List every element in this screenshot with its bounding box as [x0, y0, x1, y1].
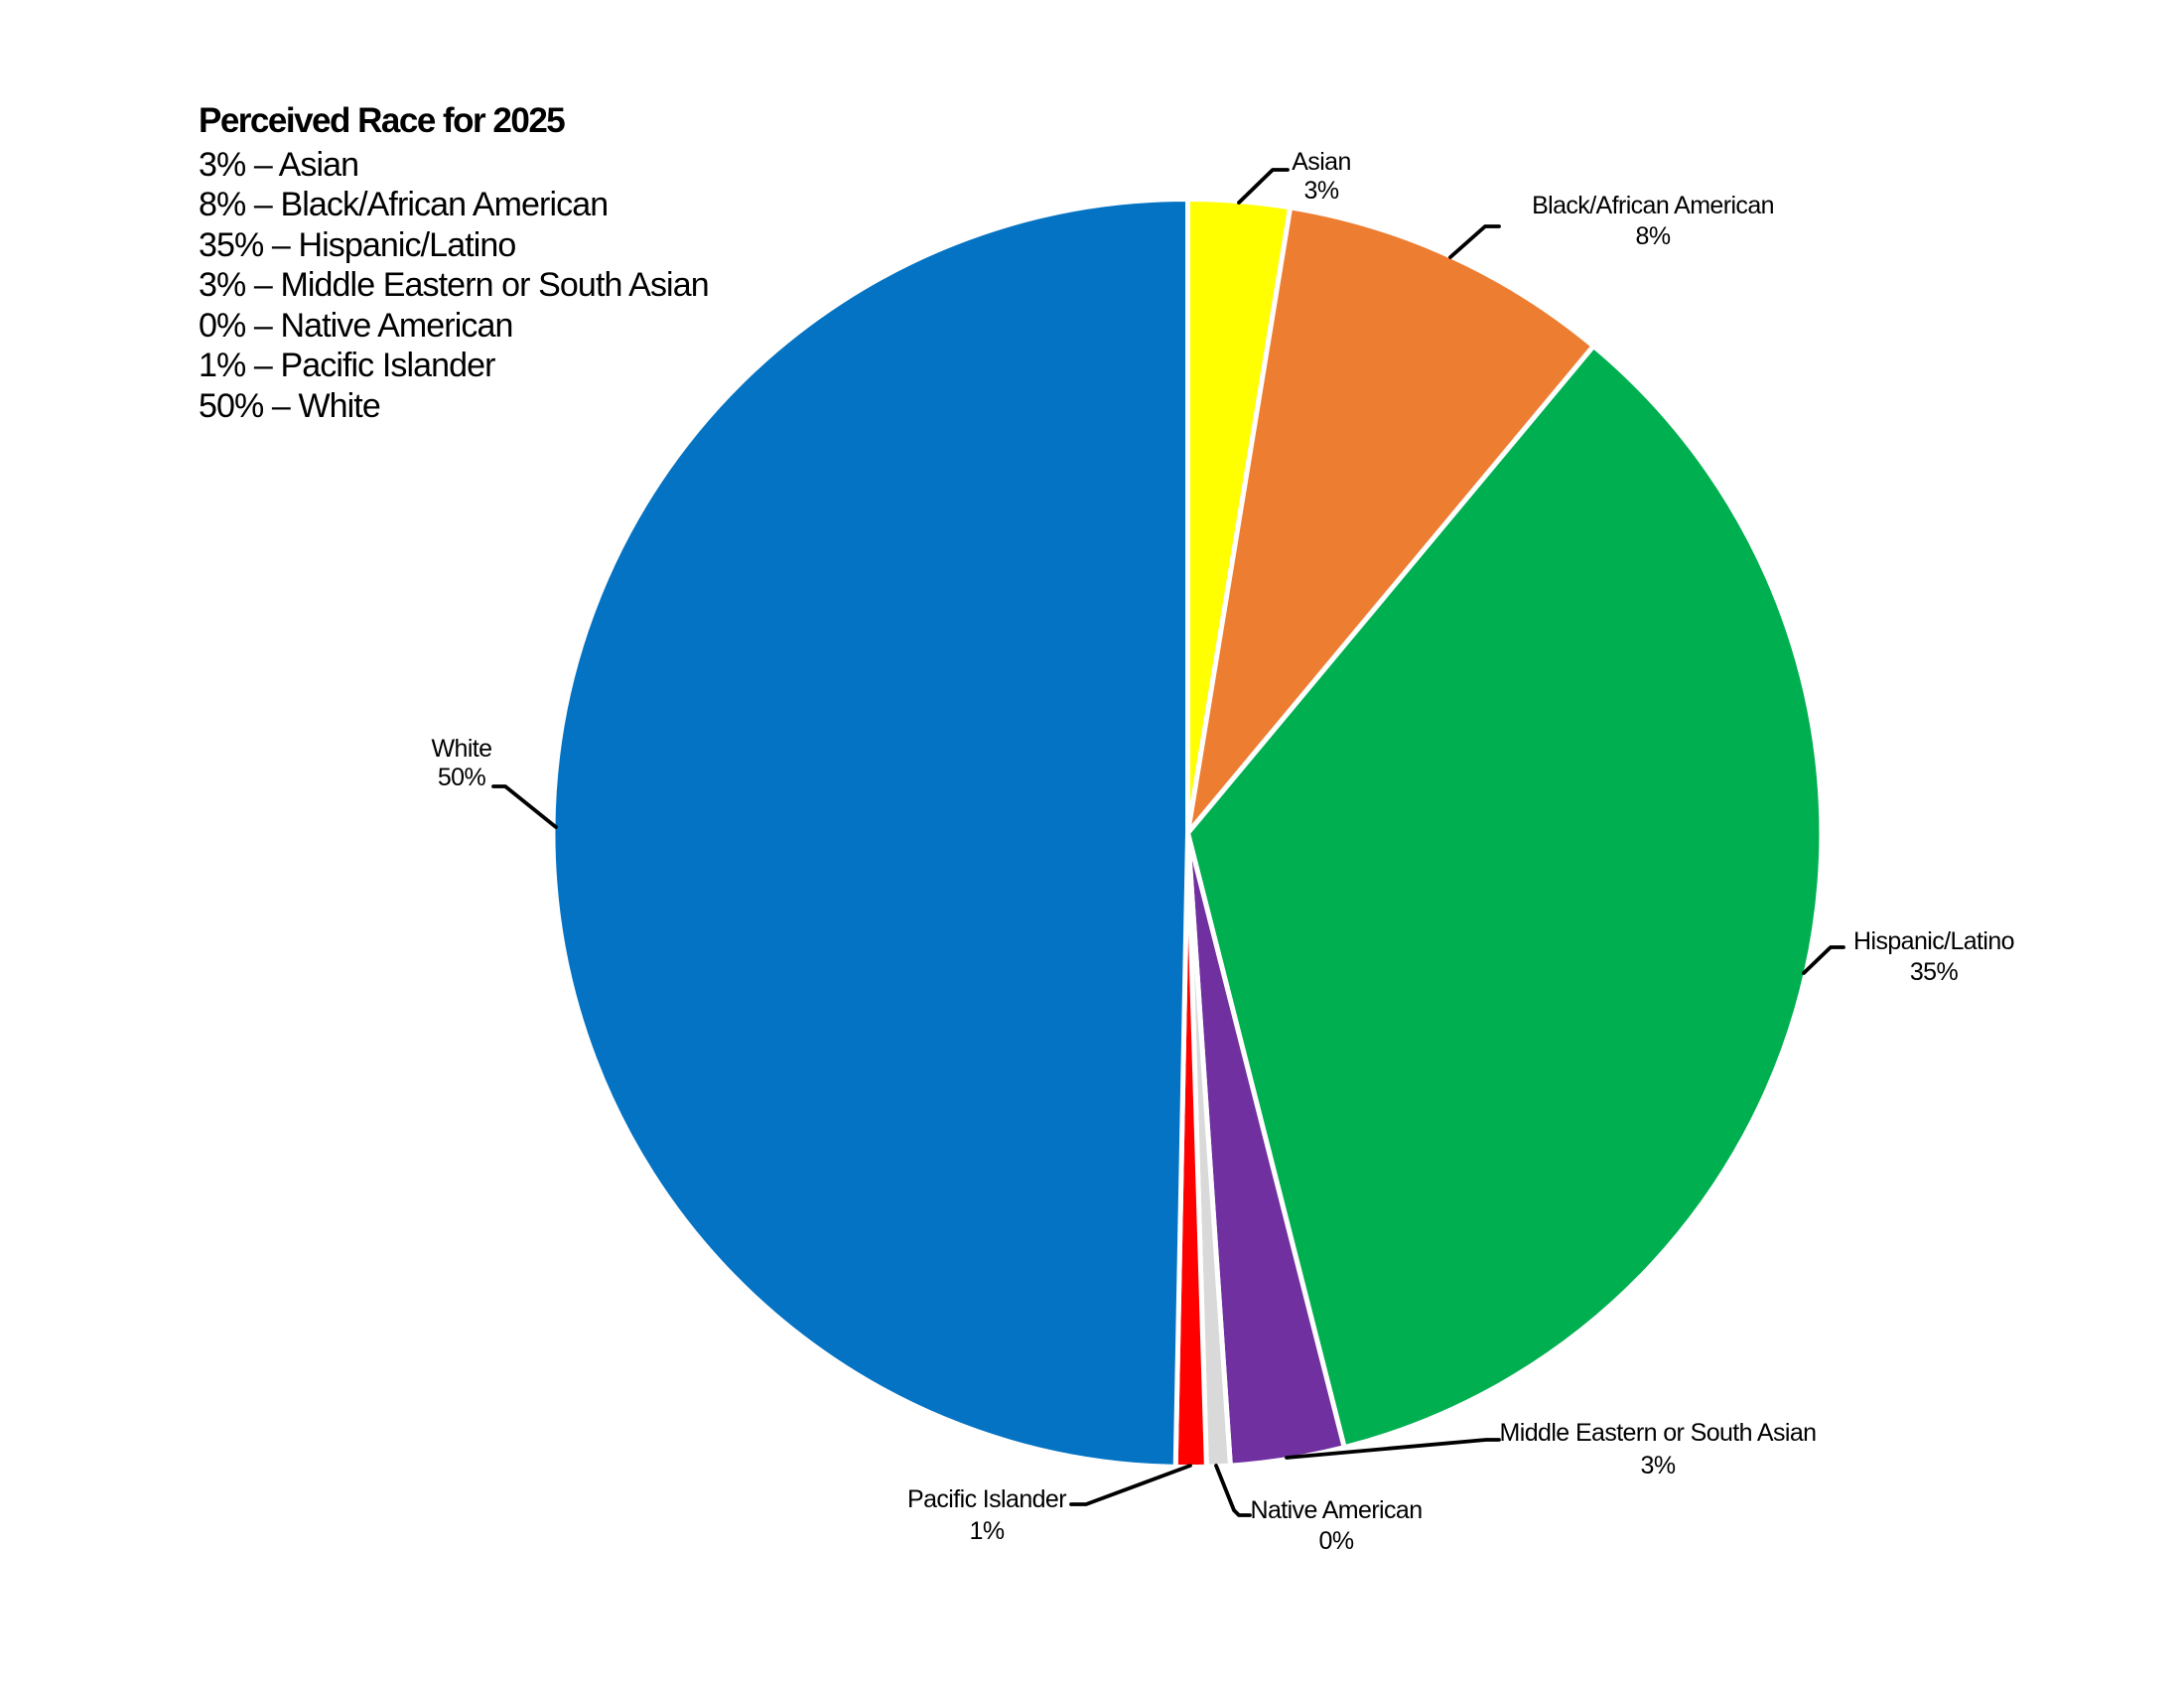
svg-text:50%: 50%	[438, 764, 486, 791]
svg-text:Hispanic/Latino: Hispanic/Latino	[1853, 927, 2014, 955]
svg-text:35%: 35%	[1910, 958, 1959, 986]
svg-text:Pacific Islander: Pacific Islander	[907, 1485, 1066, 1513]
svg-text:Black/African American: Black/African American	[1532, 192, 1774, 219]
svg-text:3%: 3%	[1641, 1452, 1676, 1479]
svg-text:8% – Black/African American: 8% – Black/African American	[199, 186, 608, 223]
svg-text:Native American: Native American	[1250, 1496, 1422, 1524]
svg-text:1% – Pacific Islander: 1% – Pacific Islander	[199, 347, 495, 384]
svg-text:Perceived Race for 2025: Perceived Race for 2025	[199, 101, 565, 140]
svg-text:8%: 8%	[1636, 222, 1671, 250]
svg-text:Middle Eastern or South Asian: Middle Eastern or South Asian	[1500, 1419, 1817, 1447]
svg-text:0%: 0%	[1319, 1527, 1354, 1555]
svg-text:Asian: Asian	[1292, 148, 1351, 176]
svg-text:3% – Asian: 3% – Asian	[199, 146, 358, 184]
svg-text:1%: 1%	[970, 1517, 1005, 1545]
svg-text:50% – White: 50% – White	[199, 387, 380, 425]
svg-text:White: White	[432, 735, 492, 763]
svg-text:35% – Hispanic/Latino: 35% – Hispanic/Latino	[199, 226, 515, 264]
svg-text:3% – Middle Eastern or South A: 3% – Middle Eastern or South Asian	[199, 266, 709, 304]
svg-text:0% – Native American: 0% – Native American	[199, 307, 513, 345]
svg-text:3%: 3%	[1304, 177, 1339, 205]
